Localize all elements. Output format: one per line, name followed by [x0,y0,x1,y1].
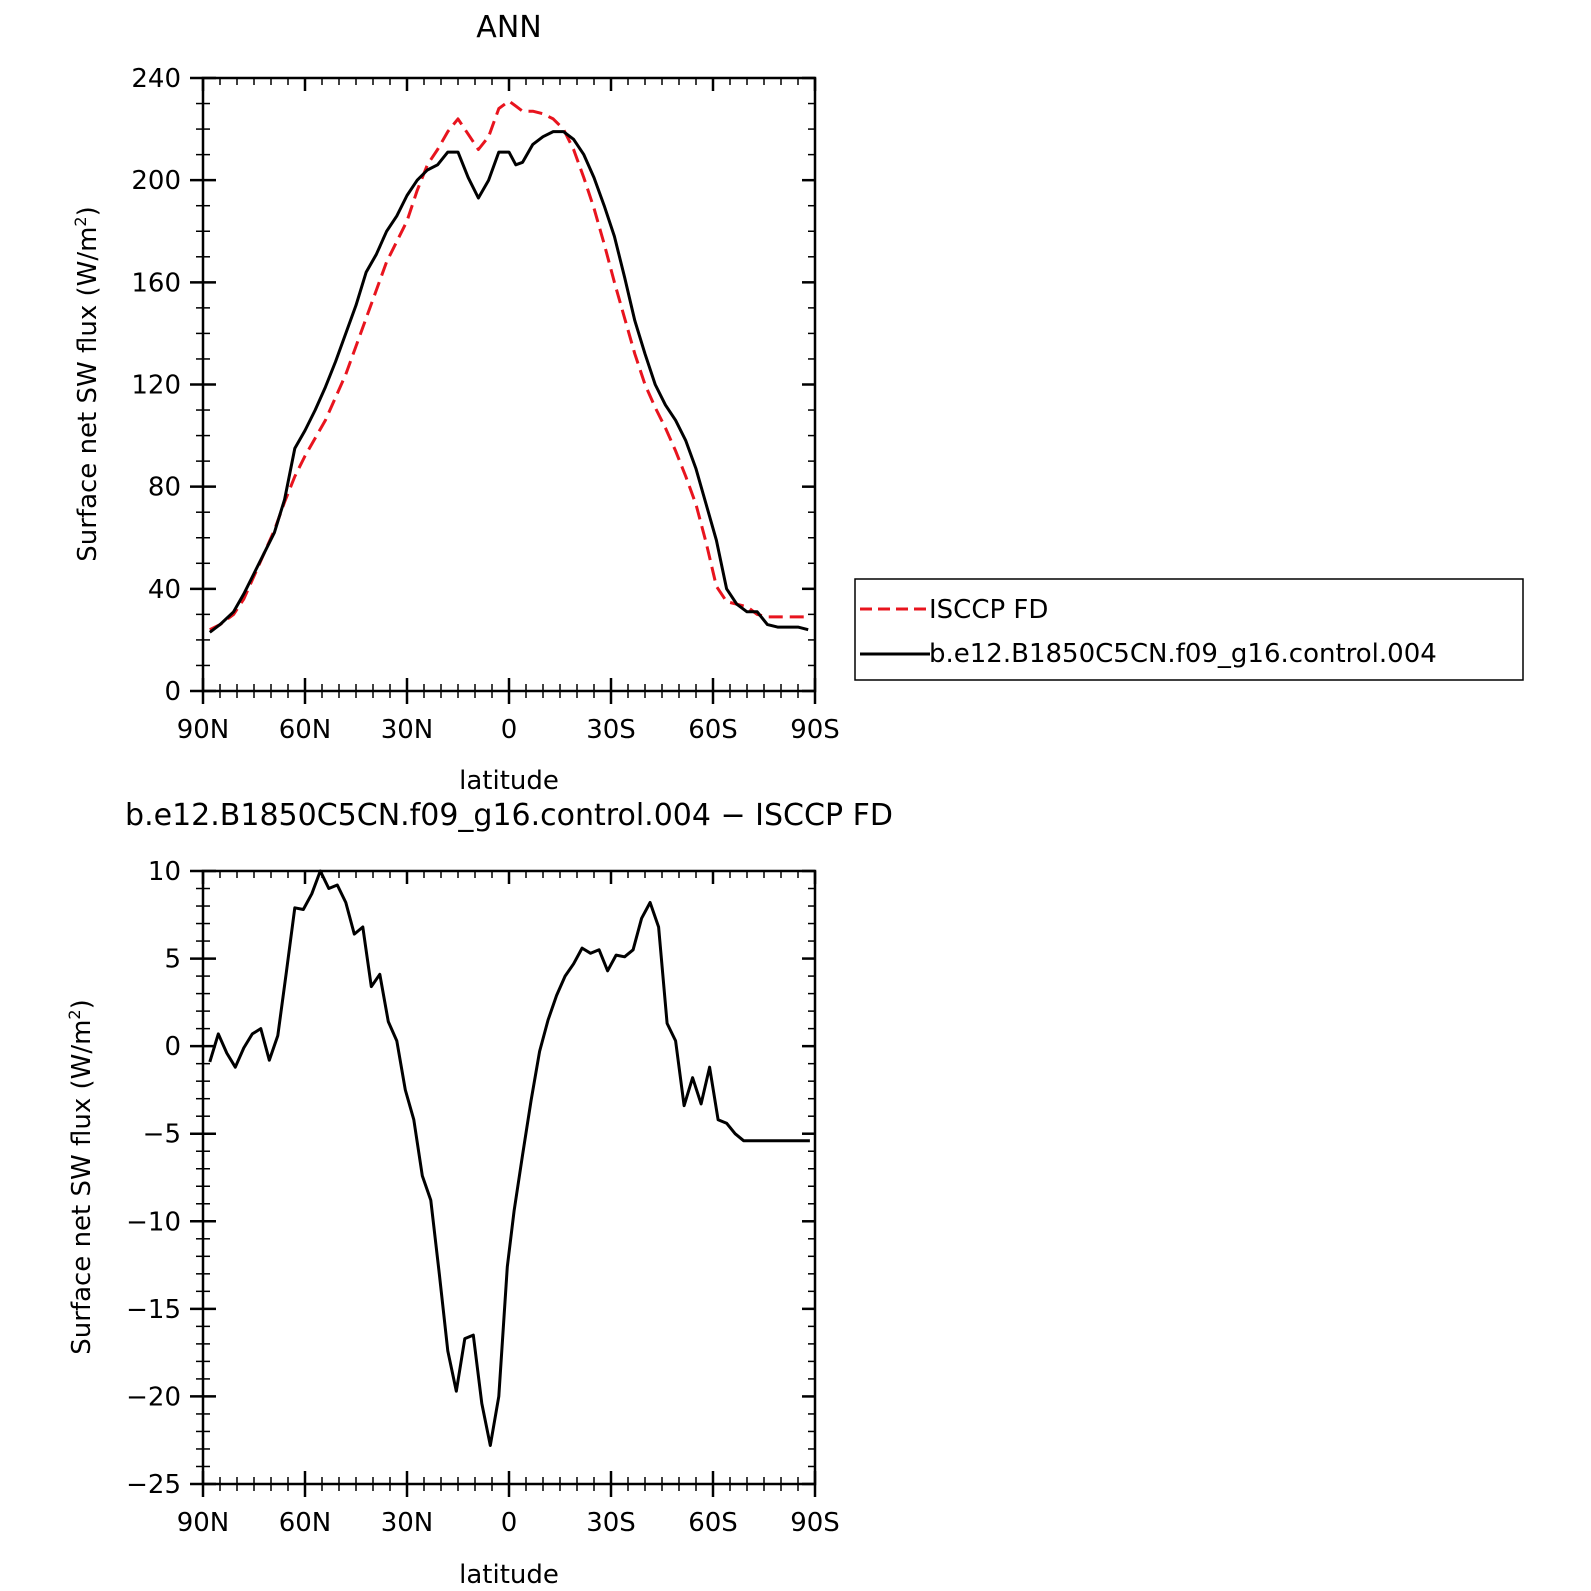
chart-bottom-y-axis-label: Surface net SW flux (W/m2) [65,999,97,1355]
chart-bottom-plot-frame [201,869,817,1486]
chart-bottom-y-tick-label: −10 [126,1207,181,1237]
chart-bottom-x-tick-label: 60N [279,1508,332,1538]
chart-bottom-x-tick-label: 60S [688,1508,738,1538]
legend: ISCCP FD b.e12.B1850C5CN.f09_g16.control… [854,578,1524,681]
chart-bottom-y-tick-label: −20 [126,1382,181,1412]
chart-bottom-y-tick-label: −5 [143,1120,181,1150]
chart-top-x-tick-label: 60N [279,715,332,745]
chart-bottom-x-tick-label: 30S [586,1508,636,1538]
chart-bottom-series [208,869,810,1447]
chart-top-x-axis-label: latitude [459,766,559,796]
chart-top-x-tick-labels: 90N 60N 30N 0 30S 60S 90S [177,715,840,745]
chart-top-y-tick-labels: 0 40 80 120 160 200 240 [131,64,181,707]
chart-bottom-title: b.e12.B1850C5CN.f09_g16.control.004 − IS… [125,798,893,833]
chart-top-y-tick-label: 40 [148,575,181,605]
chart-top-y-tick-label: 120 [131,371,181,401]
chart-top-y-tick-label: 80 [148,473,181,503]
legend-label-control: b.e12.B1850C5CN.f09_g16.control.004 [929,639,1437,669]
chart-bottom-x-tick-label: 30N [381,1508,434,1538]
chart-top-y-tick-label: 200 [131,166,181,196]
chart-top-y-axis-label-sup: 2 [71,216,90,226]
chart-bottom-x-tick-labels: 90N 60N 30N 0 30S 60S 90S [177,1508,840,1538]
legend-label-isccp: ISCCP FD [929,595,1048,625]
chart-top-y-tick-label: 160 [131,268,181,298]
chart-top-x-tick-label: 0 [501,715,518,745]
chart-bottom-y-tick-label: 0 [164,1032,181,1062]
chart-bottom-y-axis-label-sup: 2 [65,1009,84,1019]
chart-top-y-axis-label-main: Surface net SW flux (W/m [73,227,103,562]
chart-top-y-tick-label: 0 [164,677,181,707]
chart-bottom-y-tick-labels: −25 −20 −15 −10 −5 0 5 10 [126,857,181,1500]
chart-top-plot-frame [201,76,817,693]
chart-bottom-x-tick-label: 90S [790,1508,840,1538]
chart-bottom-x-axis-label: latitude [459,1560,559,1590]
chart-bottom-y-tick-label: −25 [126,1470,181,1500]
chart-top-x-tick-label: 90S [790,715,840,745]
chart-top-y-axis-label-end: ) [73,206,103,216]
chart-bottom-y-axis-label-main: Surface net SW flux (W/m [67,1020,97,1355]
chart-bottom-series-line-0 [208,869,810,1447]
legend-box [854,578,1524,681]
chart-bottom-x-tick-label: 90N [177,1508,230,1538]
chart-top-x-tick-label: 30N [381,715,434,745]
chart-top-series-line-0 [209,99,809,632]
chart-top-series [208,99,809,634]
chart-bottom-y-tick-label: 5 [164,945,181,975]
chart-top-title: ANN [476,10,541,45]
chart-bottom-y-tick-label: −15 [126,1295,181,1325]
chart-top-x-tick-label: 60S [688,715,738,745]
chart-top-y-axis-label: Surface net SW flux (W/m2) [71,206,103,562]
chart-bottom-ticks [190,869,817,1497]
chart-top-y-tick-label: 240 [131,64,181,94]
chart-bottom: b.e12.B1850C5CN.f09_g16.control.004 − IS… [65,798,893,1590]
chart-bottom-x-tick-label: 0 [501,1508,518,1538]
chart-top-ticks [190,76,817,704]
chart-bottom-y-axis-label-end: ) [67,999,97,1009]
chart-top-series-line-1 [208,130,809,634]
chart-bottom-y-tick-label: 10 [148,857,181,887]
chart-top-x-tick-label: 90N [177,715,230,745]
chart-top-x-tick-label: 30S [586,715,636,745]
